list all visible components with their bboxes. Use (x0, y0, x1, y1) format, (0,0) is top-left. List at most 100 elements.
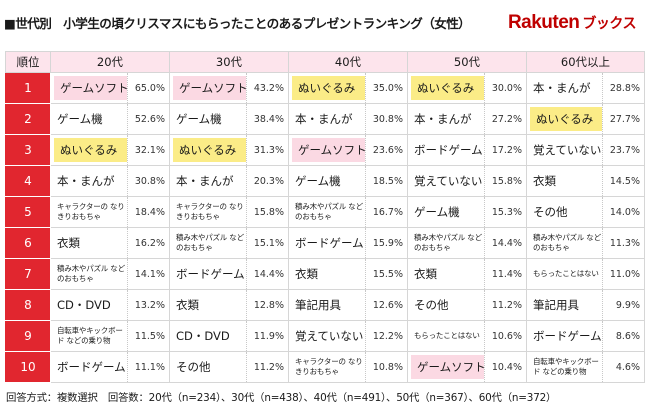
gift-label: ボードゲーム (295, 236, 364, 250)
percentage-value: 14.4% (246, 259, 288, 289)
rank-number: 2 (5, 103, 51, 135)
cell-content: ボードゲーム 17.2% (408, 135, 526, 165)
cell-content: ぬいぐるみ 31.3% (170, 135, 288, 165)
gift-label: ボードゲーム (176, 267, 245, 281)
percentage-value: 18.4% (127, 197, 169, 227)
percentage-value: 11.2% (246, 352, 288, 382)
cell-content: 本・まんが 27.2% (408, 104, 526, 134)
cell-content: 積み木やパズル などのおもちゃ 14.1% (51, 259, 169, 289)
cell-content: 自転車やキックボード などの乗り物 11.5% (51, 321, 169, 351)
percentage-value: 43.2% (246, 73, 288, 103)
percentage-value: 27.7% (602, 104, 644, 134)
gift-label: その他 (176, 360, 211, 374)
percentage-value: 65.0% (127, 73, 169, 103)
logo-word: Rakuten (507, 12, 580, 33)
ranking-cell: 本・まんが 20.3% (169, 165, 289, 197)
age-column-header: 40代 (288, 51, 408, 73)
ranking-cell: ゲーム機 18.5% (288, 165, 408, 197)
ranking-cell: 本・まんが 30.8% (288, 103, 408, 135)
table-body: 1 ゲームソフト 65.0% ゲームソフト 43.2% ぬいぐるみ 35.0% ぬいぐるみ 30… (5, 72, 645, 383)
percentage-value: 11.3% (602, 228, 644, 258)
percentage-value: 15.9% (365, 228, 407, 258)
table-row: 2 ゲーム機 52.6% ゲーム機 38.4% 本・まんが 30.8% 本・まんが 27.2% ぬ… (5, 103, 645, 135)
gift-label: 本・まんが (533, 81, 591, 95)
age-column-header: 20代 (50, 51, 170, 73)
gift-label: 筆記用具 (295, 298, 341, 312)
cell-content: 自転車やキックボード などの乗り物 4.6% (527, 352, 644, 382)
cell-content: 衣類 16.2% (51, 228, 169, 258)
gift-label: ゲームソフト (173, 76, 246, 100)
percentage-value: 14.0% (602, 197, 644, 227)
percentage-value: 15.8% (246, 197, 288, 227)
ranking-cell: ボードゲーム 17.2% (407, 134, 527, 166)
ranking-cell: 本・まんが 28.8% (526, 72, 645, 104)
rank-number: 10 (5, 351, 51, 383)
cell-content: 衣類 12.8% (170, 290, 288, 320)
cell-content: 積み木やパズル などのおもちゃ 14.4% (408, 228, 526, 258)
cell-content: 衣類 15.5% (289, 259, 407, 289)
ranking-table: 順位 20代 30代 40代 50代 60代以上 1 ゲームソフト 65.0% ゲーム… (5, 51, 645, 383)
age-column-header: 50代 (407, 51, 527, 73)
percentage-value: 17.2% (484, 135, 526, 165)
cell-content: CD・DVD 11.9% (170, 321, 288, 351)
ranking-cell: ゲーム機 52.6% (50, 103, 170, 135)
ranking-cell: ボードゲーム 14.4% (169, 258, 289, 290)
cell-content: 積み木やパズル などのおもちゃ 16.7% (289, 197, 407, 227)
table-header-row: 順位 20代 30代 40代 50代 60代以上 (5, 51, 645, 73)
gift-label: CD・DVD (176, 329, 230, 343)
gift-label: 衣類 (57, 236, 80, 250)
ranking-cell: その他 11.2% (169, 351, 289, 383)
gift-label: 積み木やパズル などのおもちゃ (176, 233, 244, 252)
gift-label: ぬいぐるみ (411, 76, 484, 100)
percentage-value: 14.4% (484, 228, 526, 258)
ranking-cell: ゲーム機 38.4% (169, 103, 289, 135)
cell-content: 本・まんが 28.8% (527, 73, 644, 103)
ranking-cell: 筆記用具 9.9% (526, 289, 645, 321)
gift-label: ゲームソフト (292, 138, 365, 162)
cell-content: 本・まんが 30.8% (289, 104, 407, 134)
ranking-cell: 覚えていない 23.7% (526, 134, 645, 166)
ranking-cell: ぬいぐるみ 31.3% (169, 134, 289, 166)
cell-content: 覚えていない 23.7% (527, 135, 644, 165)
gift-label: 衣類 (533, 174, 556, 188)
ranking-cell: 衣類 11.4% (407, 258, 527, 290)
percentage-value: 11.9% (246, 321, 288, 351)
header: ■世代別 小学生の頃クリスマスにもらったことのあるプレゼントランキング（女性） … (0, 0, 650, 50)
ranking-cell: 積み木やパズル などのおもちゃ 16.7% (288, 196, 408, 228)
ranking-cell: その他 11.2% (407, 289, 527, 321)
percentage-value: 31.3% (246, 135, 288, 165)
gift-label: 筆記用具 (533, 298, 579, 312)
ranking-cell: ゲームソフト 43.2% (169, 72, 289, 104)
gift-label: 衣類 (176, 298, 199, 312)
ranking-cell: もらったことはない 11.0% (526, 258, 645, 290)
ranking-cell: ぬいぐるみ 35.0% (288, 72, 408, 104)
ranking-cell: ぬいぐるみ 27.7% (526, 103, 645, 135)
footnote: 回答方式：複数選択 回答数：20代（n=234）、30代（n=438）、40代（… (6, 392, 557, 404)
cell-content: 衣類 11.4% (408, 259, 526, 289)
gift-label: もらったことはない (533, 269, 599, 278)
logo-sub: ブックス (582, 16, 636, 32)
gift-label: ゲーム機 (57, 112, 103, 126)
table-row: 7 積み木やパズル などのおもちゃ 14.1% ボードゲーム 14.4% 衣類 15.5% 衣… (5, 258, 645, 290)
cell-content: 覚えていない 12.2% (289, 321, 407, 351)
cell-content: キャラクターの なりきりおもちゃ 18.4% (51, 197, 169, 227)
ranking-cell: 積み木やパズル などのおもちゃ 14.4% (407, 227, 527, 259)
percentage-value: 12.6% (365, 290, 407, 320)
percentage-value: 27.2% (484, 104, 526, 134)
age-column-header: 30代 (169, 51, 289, 73)
ranking-cell: キャラクターの なりきりおもちゃ 10.8% (288, 351, 408, 383)
percentage-value: 16.2% (127, 228, 169, 258)
percentage-value: 30.8% (365, 104, 407, 134)
ranking-cell: CD・DVD 13.2% (50, 289, 170, 321)
percentage-value: 4.6% (602, 352, 644, 382)
ranking-cell: 覚えていない 15.8% (407, 165, 527, 197)
gift-label: ゲームソフト (54, 76, 127, 100)
cell-content: 衣類 14.5% (527, 166, 644, 196)
gift-label: ぬいぐるみ (173, 138, 246, 162)
percentage-value: 32.1% (127, 135, 169, 165)
cell-content: ゲーム機 15.3% (408, 197, 526, 227)
rank-number: 5 (5, 196, 51, 228)
percentage-value: 16.7% (365, 197, 407, 227)
ranking-cell: ゲームソフト 23.6% (288, 134, 408, 166)
cell-content: 本・まんが 20.3% (170, 166, 288, 196)
